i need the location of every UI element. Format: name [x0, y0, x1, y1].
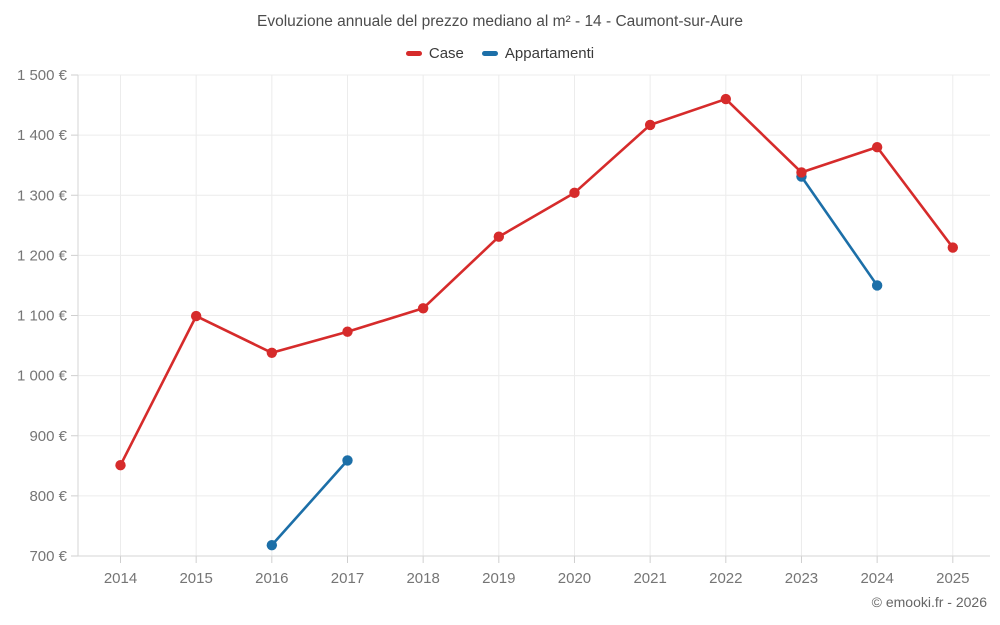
x-axis-label-2025: 2025	[936, 570, 969, 587]
legend-label-case: Case	[428, 45, 464, 62]
data-point-appartamenti-2024[interactable]	[871, 280, 883, 291]
legend: Case Appartamenti	[0, 45, 1000, 62]
x-axis-label-2022: 2022	[709, 570, 742, 587]
x-axis-label-2020: 2020	[558, 570, 591, 587]
x-axis-label-2014: 2014	[104, 570, 137, 587]
series-line-appartamenti	[270, 459, 349, 547]
x-axis-label-2018: 2018	[406, 570, 439, 587]
y-axis-label-1200: 1 200 €	[17, 247, 68, 264]
data-point-case-2022[interactable]	[720, 93, 732, 105]
series-line-appartamenti	[800, 175, 879, 287]
legend-item-case[interactable]: Case	[405, 45, 464, 62]
data-point-case-2025[interactable]	[947, 242, 958, 253]
data-point-case-2016[interactable]	[266, 347, 278, 358]
copyright-credit: © emooki.fr - 2026	[871, 594, 987, 610]
data-point-case-2015[interactable]	[190, 310, 202, 322]
x-axis-label-2019: 2019	[482, 570, 515, 587]
legend-label-appartamenti: Appartamenti	[504, 45, 595, 62]
y-axis-label-700: 700 €	[29, 548, 67, 565]
data-point-case-2018[interactable]	[417, 303, 429, 314]
legend-item-appartamenti[interactable]: Appartamenti	[481, 45, 595, 62]
y-axis-label-900: 900 €	[29, 428, 67, 445]
data-point-case-2017[interactable]	[342, 326, 353, 337]
data-point-case-2014[interactable]	[115, 460, 126, 471]
data-point-appartamenti-2016[interactable]	[266, 539, 278, 551]
y-axis-label-1500: 1 500 €	[17, 67, 68, 84]
data-point-case-2021[interactable]	[644, 119, 656, 131]
y-axis-label-800: 800 €	[29, 488, 67, 505]
legend-swatch-case	[405, 51, 422, 56]
data-point-case-2019[interactable]	[493, 231, 505, 242]
data-point-case-2020[interactable]	[569, 187, 580, 199]
y-axis-label-1400: 1 400 €	[17, 127, 68, 144]
data-point-case-2024[interactable]	[871, 141, 883, 153]
chart-title: Evoluzione annuale del prezzo mediano al…	[257, 13, 743, 30]
x-axis-label-2024: 2024	[860, 570, 893, 587]
data-point-case-2023[interactable]	[796, 167, 807, 178]
x-axis-label-2017: 2017	[331, 570, 364, 587]
y-axis-label-1000: 1 000 €	[17, 368, 68, 385]
series-line-case	[119, 97, 955, 467]
y-axis-label-1300: 1 300 €	[17, 187, 68, 204]
x-axis-label-2015: 2015	[179, 570, 212, 587]
legend-swatch-appartamenti	[481, 51, 498, 56]
x-axis-label-2021: 2021	[633, 570, 666, 587]
x-axis-label-2016: 2016	[255, 570, 288, 587]
y-axis-label-1100: 1 100 €	[17, 308, 68, 325]
x-axis-label-2023: 2023	[785, 570, 818, 587]
data-point-appartamenti-2017[interactable]	[342, 455, 353, 466]
